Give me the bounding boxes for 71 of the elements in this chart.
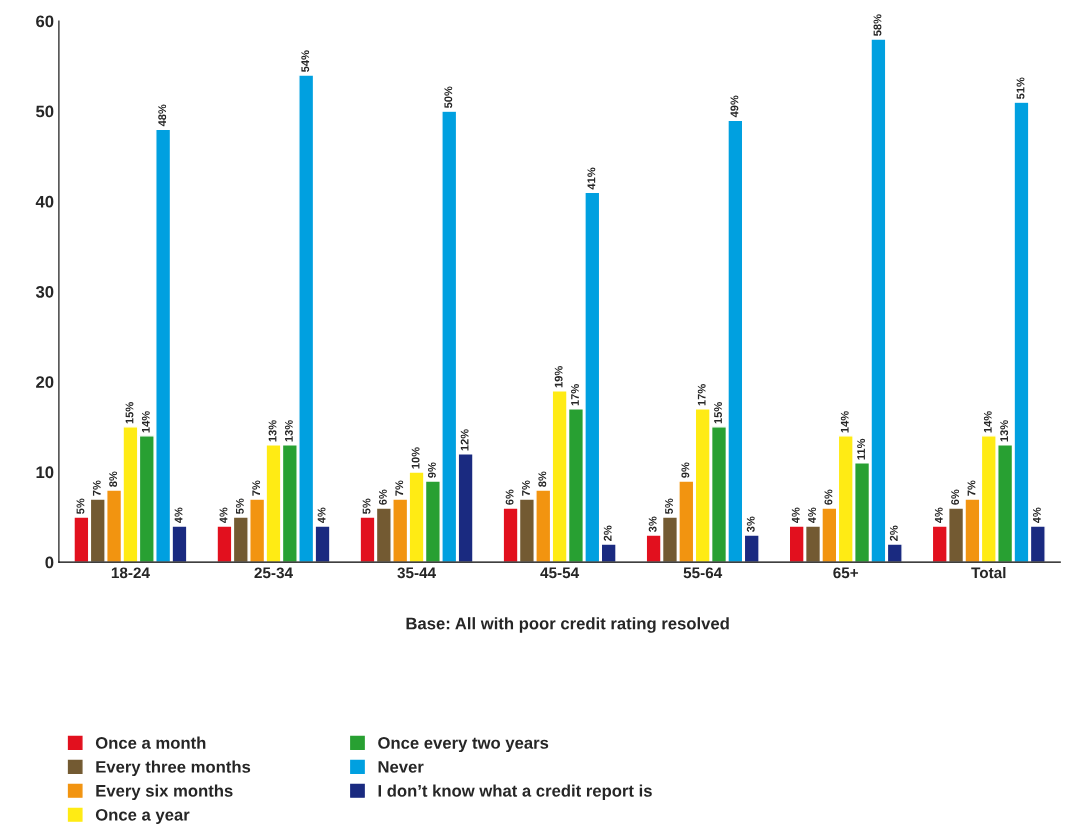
x-tick-label: 25-34 — [254, 567, 293, 579]
data-label: 4% — [174, 507, 183, 524]
y-tick-label: 40 — [35, 195, 54, 208]
data-label: 3% — [746, 516, 755, 533]
data-label: 4% — [219, 507, 228, 524]
data-label: 4% — [317, 507, 326, 524]
x-tick-label: 65+ — [833, 567, 859, 579]
y-tick-label: 50 — [36, 105, 54, 118]
legend-label: Every six months — [96, 784, 233, 801]
y-tick-label: 20 — [36, 376, 54, 388]
data-label: 58% — [873, 14, 882, 36]
y-tick-label: 30 — [35, 285, 54, 298]
data-label: 8% — [538, 471, 547, 487]
data-label: 14% — [141, 411, 150, 433]
data-label: 13% — [284, 420, 293, 442]
data-label: 19% — [554, 366, 563, 388]
data-label: 5% — [235, 498, 244, 514]
y-tick-label: 0 — [45, 556, 54, 569]
data-label: 54% — [301, 50, 310, 72]
data-label: 14% — [983, 411, 992, 433]
data-label: 17% — [697, 384, 706, 406]
data-label: 49% — [730, 95, 739, 118]
legend-label: Once a month — [95, 736, 206, 749]
data-label: 6% — [505, 489, 514, 505]
data-label: 12% — [460, 429, 469, 451]
data-label: 51% — [1016, 77, 1025, 100]
data-label: 7% — [967, 480, 976, 496]
data-label: 4% — [934, 507, 943, 524]
data-label: 3% — [648, 516, 657, 533]
x-tick-label: 45-54 — [540, 567, 580, 579]
x-tick-label: 55-64 — [683, 567, 723, 579]
data-label: 50% — [444, 86, 453, 109]
data-label: 6% — [824, 489, 833, 505]
y-tick-label: 60 — [36, 15, 54, 28]
legend-label: Once a year — [95, 808, 190, 824]
data-label: 4% — [1032, 507, 1041, 524]
legend-label: Never — [378, 761, 424, 773]
data-label: 7% — [395, 480, 404, 496]
x-tick-label: 35-44 — [397, 567, 436, 579]
legend-label: Every three months — [96, 760, 251, 777]
data-label: 9% — [428, 462, 436, 478]
data-label: 13% — [1000, 420, 1009, 442]
data-label: 10% — [411, 447, 420, 469]
y-tick-label: 10 — [36, 466, 54, 479]
data-label: 13% — [268, 420, 277, 442]
data-label: 7% — [252, 480, 261, 496]
data-label: 7% — [92, 480, 101, 496]
data-label: 41% — [587, 167, 596, 190]
data-label: 2% — [889, 525, 898, 541]
data-label: 5% — [665, 498, 673, 514]
data-label: 9% — [681, 462, 690, 478]
data-label: 5% — [76, 498, 85, 514]
x-tick-label: Total — [971, 566, 1006, 579]
data-label: 15% — [714, 402, 722, 424]
data-label: 6% — [378, 489, 387, 505]
data-label: 4% — [808, 507, 816, 524]
data-label: 7% — [522, 480, 530, 496]
data-label: 2% — [603, 525, 612, 541]
legend-label: Once every two years — [378, 737, 549, 753]
data-label: 4% — [791, 507, 800, 524]
legend-label: I don’t know what a credit report is — [378, 784, 652, 801]
data-label: 5% — [362, 498, 371, 514]
text: Base: All with poor credit rating resolved — [406, 617, 729, 633]
data-label: 17% — [571, 384, 579, 406]
data-label: 6% — [951, 489, 960, 505]
data-label: 8% — [109, 471, 118, 487]
data-label: 48% — [158, 104, 167, 127]
x-tick-label: 18-24 — [111, 567, 150, 579]
data-label: 14% — [840, 411, 849, 433]
data-label: 15% — [125, 402, 134, 424]
data-label: 11% — [857, 438, 866, 460]
